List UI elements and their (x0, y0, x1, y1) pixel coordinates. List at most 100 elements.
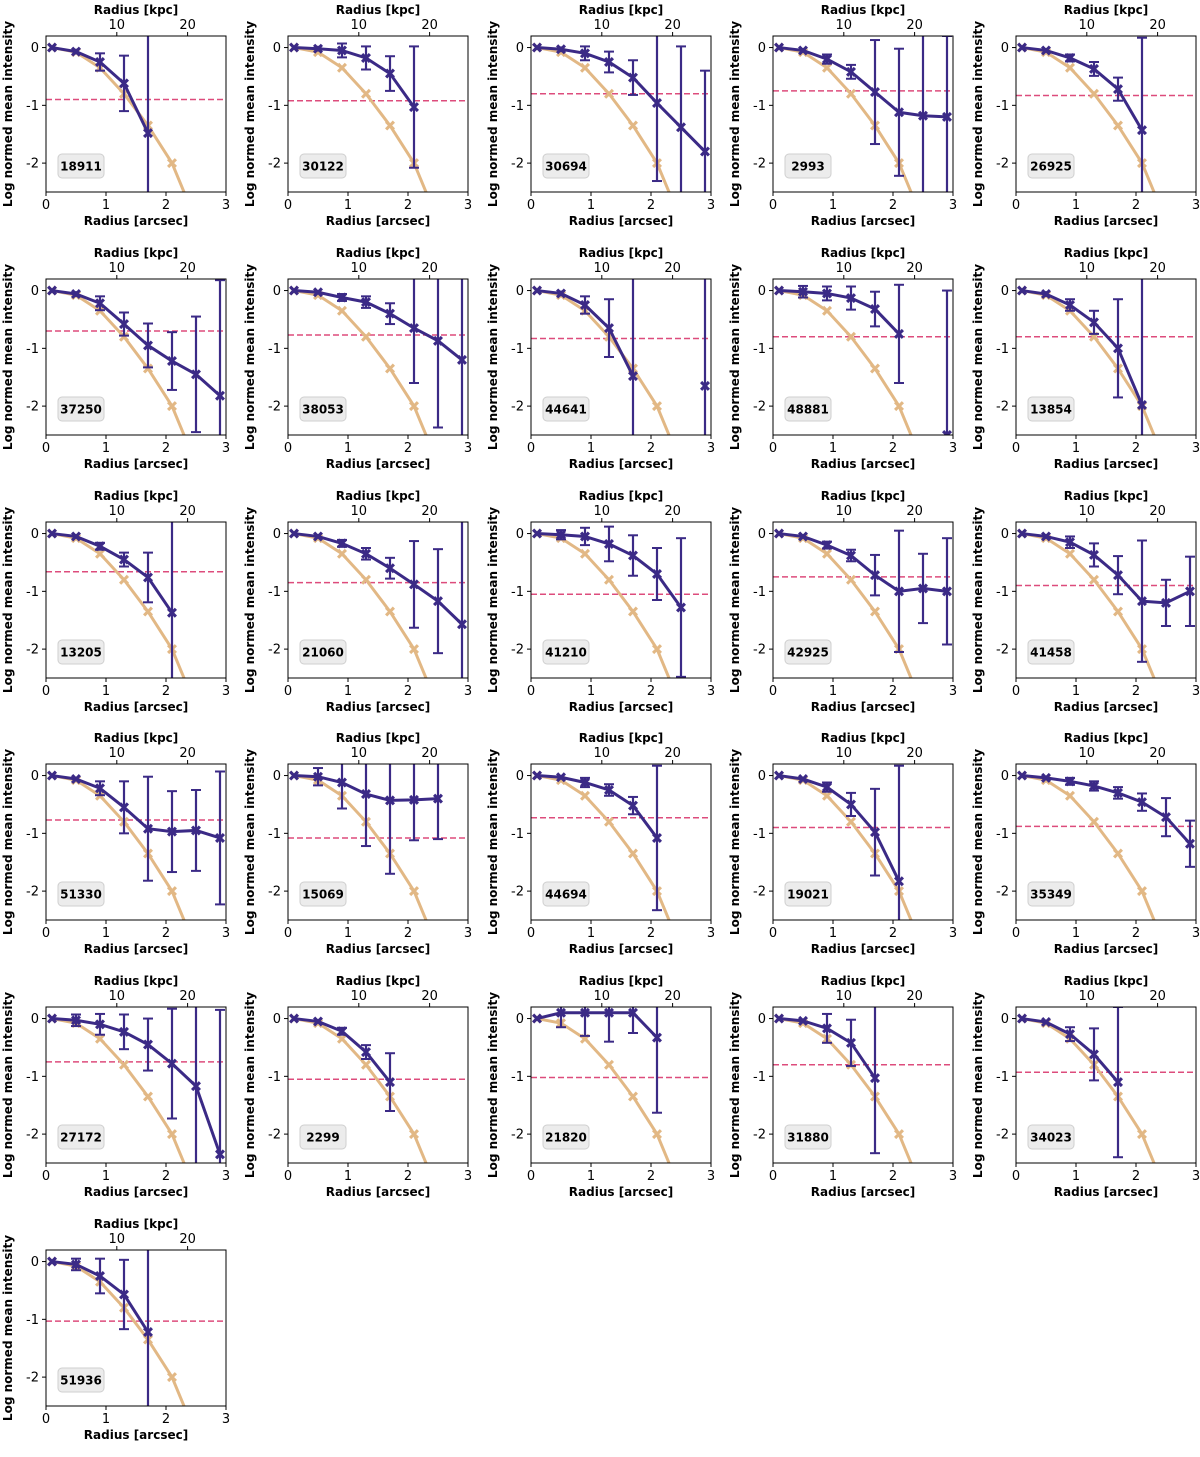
x-tick-label: 1 (344, 926, 352, 941)
galaxy-point (409, 795, 420, 806)
y-tick-label: -1 (753, 342, 766, 357)
kpc-tick-label: 10 (836, 18, 853, 33)
profile-panel-34023: 0 1 2 3 10 20 0 -1 -2 Radius [arcsec] Radius [kpc]… (971, 974, 1200, 1199)
galaxy-line (51, 288, 221, 397)
galaxy-point (289, 770, 300, 781)
galaxy-point (47, 1256, 57, 1267)
y-tick-label: -1 (268, 584, 281, 599)
psf-point (579, 548, 590, 559)
y-axis-title: Log normed mean intensity (1, 992, 15, 1178)
x-tick-label: 1 (344, 441, 352, 456)
y-tick-label: -1 (26, 342, 39, 357)
galaxy-point (71, 288, 81, 299)
profile-panel-13854: 0 1 2 3 10 20 0 -1 -2 Radius [arcsec] Radius [kpc]… (971, 246, 1200, 471)
psf-point (361, 88, 372, 99)
x-tick-label: 1 (344, 684, 352, 699)
galaxy-point (579, 48, 590, 59)
x-axis-title: Radius [arcsec] (326, 942, 430, 956)
y-tick-label: -2 (511, 157, 524, 172)
x-tick-label: 3 (707, 1169, 715, 1184)
y-axis-title: Log normed mean intensity (971, 264, 985, 450)
kpc-tick-label: 10 (109, 746, 126, 761)
profile-panel-21820: 0 1 2 3 10 20 0 -1 -2 Radius [arcsec] Radius [kpc]… (486, 974, 715, 1199)
x-tick-label: 3 (222, 684, 230, 699)
galaxy-point (361, 52, 372, 63)
x-axis-title: Radius [arcsec] (1053, 942, 1157, 956)
psf-point (409, 1129, 420, 1140)
psf-point (167, 400, 177, 411)
profile-panel-2299: 0 1 2 3 10 20 0 -1 -2 Radius [arcsec] Radius [kpc]… (243, 974, 472, 1199)
galaxy-point (1064, 52, 1075, 63)
galaxy-point (457, 618, 468, 629)
kpc-axis-title: Radius [kpc] (336, 974, 421, 988)
x-axis-title: Radius [arcsec] (569, 700, 673, 714)
x-tick-label: 0 (769, 684, 777, 699)
galaxy-point (385, 795, 396, 806)
galaxy-id-box (299, 153, 347, 179)
galaxy-id-label: 41210 (545, 645, 587, 659)
galaxy-id-label: 41458 (1030, 645, 1072, 659)
kpc-axis-title: Radius [kpc] (1063, 489, 1148, 503)
galaxy-point (313, 43, 324, 54)
y-tick-label: -2 (26, 642, 39, 657)
psf-point (361, 1059, 372, 1070)
galaxy-id-box (1027, 881, 1075, 907)
psf-point (143, 606, 153, 617)
kpc-tick-label: 20 (1149, 504, 1166, 519)
galaxy-point (1112, 788, 1123, 799)
x-tick-label: 2 (162, 684, 170, 699)
x-tick-label: 1 (1071, 441, 1079, 456)
psf-point (1088, 88, 1099, 99)
galaxy-id-box (299, 1124, 347, 1150)
galaxy-id-label: 2299 (307, 1131, 340, 1145)
kpc-tick-label: 10 (1078, 989, 1095, 1004)
galaxy-point (627, 1007, 638, 1018)
galaxy-point (870, 303, 881, 314)
galaxy-point (846, 1038, 857, 1049)
galaxy-point (531, 42, 542, 53)
kpc-tick-label: 20 (422, 504, 439, 519)
galaxy-point (942, 429, 953, 435)
y-axis-title: Log normed mean intensity (486, 749, 500, 935)
kpc-tick-label: 20 (1149, 989, 1166, 1004)
galaxy-point (798, 531, 809, 542)
x-tick-label: 1 (102, 198, 110, 213)
axes-frame (45, 35, 227, 193)
galaxy-point (1160, 812, 1171, 823)
kpc-tick-label: 10 (593, 989, 610, 1004)
galaxy-point (119, 554, 129, 565)
kpc-axis-title: Radius [kpc] (336, 3, 421, 17)
kpc-axis-title: Radius [kpc] (336, 489, 421, 503)
galaxy-point (627, 370, 638, 381)
galaxy-point (361, 296, 372, 307)
x-tick-label: 3 (1191, 441, 1199, 456)
x-tick-label: 0 (527, 1169, 535, 1184)
kpc-axis-title: Radius [kpc] (1063, 246, 1148, 260)
galaxy-point (579, 777, 590, 788)
galaxy-point (143, 1039, 153, 1050)
galaxy-point (1088, 1049, 1099, 1060)
galaxy-line (294, 46, 416, 108)
y-tick-label: -1 (268, 827, 281, 842)
galaxy-point (1136, 595, 1147, 606)
y-tick-label: -1 (268, 1070, 281, 1085)
psf-point (651, 643, 662, 654)
x-tick-label: 0 (284, 1169, 292, 1184)
y-tick-label: -1 (268, 99, 281, 114)
axes-frame (1015, 35, 1197, 193)
axes-frame (287, 521, 469, 679)
psf-point (385, 120, 396, 131)
y-tick-label: 0 (31, 1255, 39, 1270)
kpc-axis-title: Radius [kpc] (821, 3, 906, 17)
galaxy-point (1040, 288, 1051, 299)
galaxy-point (71, 1259, 81, 1270)
y-tick-label: -1 (268, 342, 281, 357)
galaxy-point (579, 531, 590, 542)
axes-frame (1015, 1006, 1197, 1164)
kpc-tick-label: 20 (179, 18, 196, 33)
galaxy-point (1136, 797, 1147, 808)
galaxy-id-label: 21060 (303, 645, 345, 659)
x-axis-title: Radius [arcsec] (326, 457, 430, 471)
y-tick-label: -1 (996, 342, 1009, 357)
